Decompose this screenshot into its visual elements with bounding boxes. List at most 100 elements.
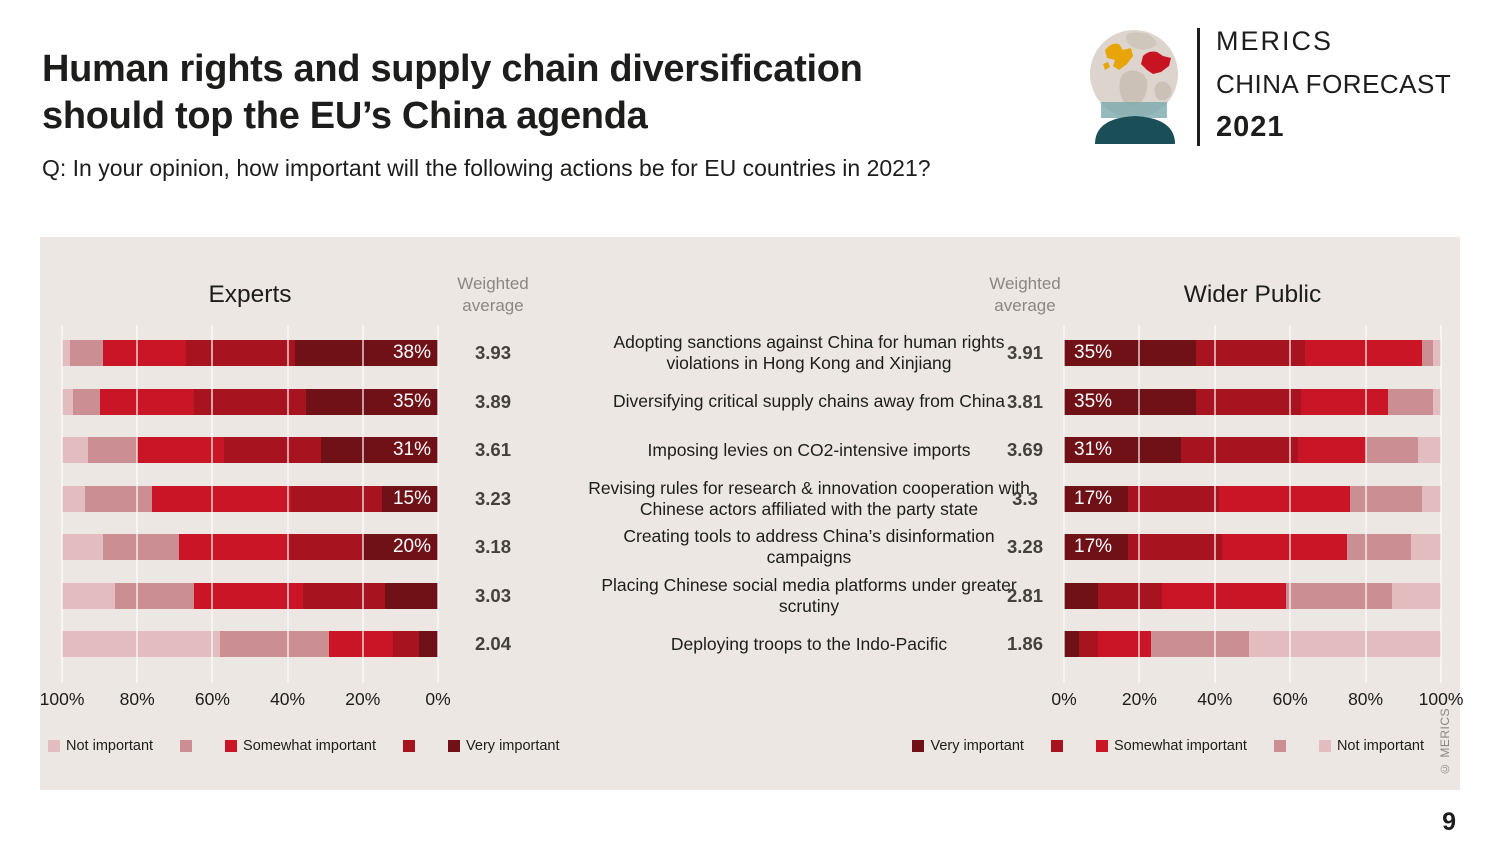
category-label: Placing Chinese social media platforms u… [601,574,1017,616]
bar-segment-level-5 [381,485,438,512]
bar-segment-level-5 [295,340,438,366]
bar-segment-level-3 [103,340,187,366]
chart-title-wider-public: Wider Public [1183,281,1322,308]
legend-label: Not important [1336,738,1424,754]
bar-segment-level-2 [1150,631,1249,657]
bar-row: 31% [1064,426,1441,475]
chart-panel: Experts Weighted average Weighted averag… [40,237,1463,790]
gridline [1213,325,1216,683]
bar-segment-level-4 [1180,437,1298,463]
gridline [1063,325,1065,683]
bar-segment-level-5 [321,437,438,463]
bar-segment-level-1 [1391,582,1441,609]
bar-segment-level-1 [62,388,74,415]
stacked-bar: 17% [1064,534,1441,560]
legend-item-level-4 [1050,740,1069,752]
weighted-average-value: 3.89 [474,390,511,412]
bar-segment-level-5 [419,631,438,657]
gridline [361,325,364,683]
bar-segment-level-4 [302,582,386,609]
bar-segment-level-3 [1097,631,1151,657]
bar-segment-level-3 [178,534,288,560]
bar-segment-level-3 [137,437,224,463]
bar-segment-level-2 [1388,388,1434,415]
bar-row: 35% [1064,329,1441,378]
legend-experts: Not important Somewhat important Very impo… [48,738,560,754]
page-title: Human rights and supply chain diversific… [42,46,863,140]
stacked-bar: 35% [1064,388,1441,415]
bar-row: 15% [62,475,438,524]
weighted-average-value: 2.81 [1006,584,1043,606]
bar-segment-level-3 [99,388,194,415]
legend-item-level-2 [180,740,198,752]
subtitle-question: Q: In your opinion, how important will t… [42,155,931,181]
bar-value-label: 35% [1074,342,1113,363]
weighted-average-value: 3.69 [1006,439,1043,461]
title-line-1: Human rights and supply chain diversific… [42,48,863,90]
bar-row: 20% [62,523,438,572]
bar-segment-level-3 [328,631,393,657]
stacked-bar: 31% [1064,437,1441,463]
bar-value-label: 31% [392,439,431,460]
weighted-average-column-wider-public: 3.91 3.81 3.69 3.3 3.28 2.81 1.86 [970,329,1080,669]
legend-label: Not important [66,738,154,754]
bar-segment-level-2 [1286,582,1392,609]
bar-segment-level-4 [291,485,382,512]
legend-item-level-2 [1273,740,1292,752]
bar-segment-level-5 [1064,534,1129,560]
legend-item-level-4 [403,740,421,752]
bar-segment-level-4 [186,340,296,366]
legend-item-level-1: Not important [48,738,153,754]
stacked-bar: 38% [62,340,438,366]
x-axis-experts: 100% 80% 60% 40% 20% 0% [40,689,451,713]
axis-tick-label: 100% [39,689,85,709]
axis-tick-label: 20% [1121,689,1157,709]
bar-segment-level-2 [84,485,153,512]
bar-segment-level-3 [152,485,292,512]
bar-segment-level-2 [114,582,194,609]
bar-segment-level-1 [62,631,220,657]
bar-segment-level-4 [223,437,322,463]
stacked-bar [1064,631,1441,657]
bar-segment-level-5 [306,388,438,415]
bar-segment-level-3 [1297,437,1366,463]
bar-value-label: 38% [392,342,431,363]
legend-item-level-3: Somewhat important [225,738,376,754]
bar-segment-level-2 [1346,534,1411,560]
bar-segment-level-1 [1433,388,1441,415]
bar-segment-level-4 [1128,534,1223,560]
gridline [1440,325,1442,683]
legend-label: Very important [466,738,560,754]
bar-segment-level-1 [62,485,85,512]
legend-wider-public: Very important Somewhat important Not impo… [912,738,1424,754]
merics-logo: MERICS CHINA FORECAST 2021 [1083,22,1451,146]
bar-value-label: 31% [1074,439,1113,460]
stacked-bar [1064,582,1441,609]
legend-label: Somewhat important [243,738,377,754]
legend-swatch [448,740,461,752]
bar-segment-level-5 [1064,631,1080,657]
legend-swatch [1095,740,1108,752]
legend-swatch [1050,740,1063,752]
weighted-average-value: 3.81 [1006,390,1043,412]
axis-tick-label: 80% [119,689,155,709]
bar-segment-level-2 [219,631,329,657]
gridline [437,325,439,683]
bar-value-label: 17% [1074,536,1113,557]
bar-segment-level-1 [1433,340,1441,366]
weighted-average-value: 3.91 [1006,342,1043,364]
legend-swatch [912,740,925,752]
bar-segment-level-5 [385,582,438,609]
category-label: Revising rules for research & innovation… [588,477,1030,519]
axis-tick-label: 80% [1348,689,1384,709]
axis-tick-label: 40% [270,689,306,709]
bar-segment-level-5 [1064,582,1098,609]
stacked-bar [62,582,438,609]
stacked-bar: 35% [62,388,438,415]
bar-row [1064,572,1441,621]
legend-label: Somewhat important [1113,738,1247,754]
bar-segment-level-1 [62,534,104,560]
bar-segment-level-4 [1195,388,1302,415]
bar-segment-level-2 [1365,437,1419,463]
weighted-average-value: 3.3 [1012,487,1038,509]
